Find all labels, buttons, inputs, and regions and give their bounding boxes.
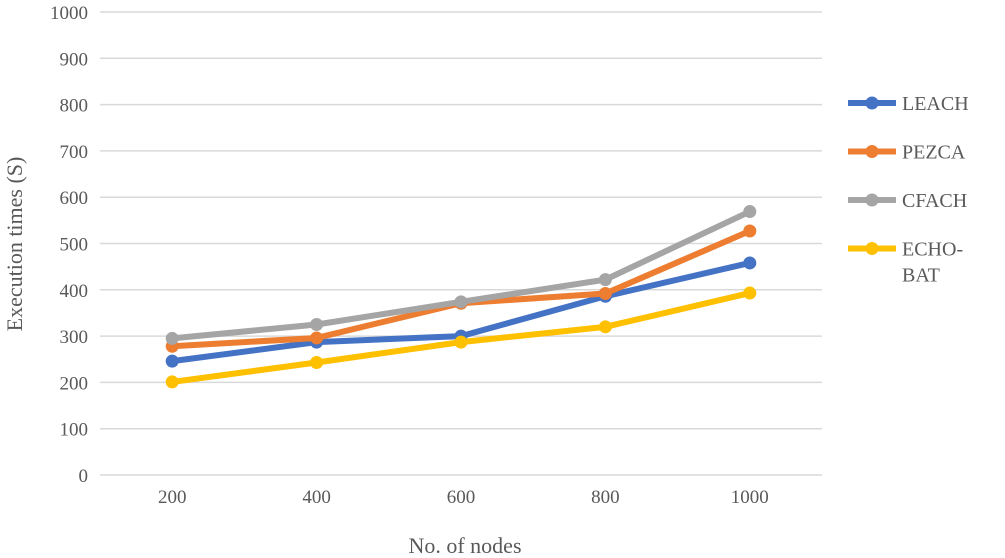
x-tick-label: 600 (447, 487, 476, 508)
data-point (165, 375, 179, 389)
data-point (743, 286, 757, 300)
x-tick-label: 400 (302, 487, 331, 508)
y-tick-label: 500 (60, 235, 89, 256)
y-tick-labels: 0 100 200 300 400 500 600 700 800 900 1000 (50, 3, 88, 487)
legend-item-cfach: CFACH (848, 190, 967, 212)
data-point (165, 354, 179, 368)
y-tick-label: 0 (79, 466, 89, 487)
data-point (743, 205, 757, 219)
y-tick-label: 900 (60, 49, 89, 70)
data-point (743, 256, 757, 270)
data-point (598, 287, 612, 301)
legend-label: LEACH (902, 93, 969, 115)
legend-label: PEZCA (902, 142, 966, 164)
data-point (598, 320, 612, 334)
y-tick-label: 400 (60, 281, 89, 302)
data-point (598, 273, 612, 287)
data-point (310, 355, 324, 369)
x-tick-label: 800 (591, 487, 620, 508)
x-tick-labels: 200 400 600 800 1000 (158, 487, 769, 508)
gridlines (100, 11, 822, 476)
legend: LEACH PEZCA CFACH ECHO- BAT (848, 93, 969, 287)
x-axis-title: No. of nodes (408, 533, 521, 558)
legend-label: ECHO- (902, 239, 963, 261)
legend-marker (865, 96, 879, 110)
x-tick-label: 200 (158, 487, 187, 508)
legend-item-pezca: PEZCA (848, 142, 966, 164)
y-tick-label: 100 (60, 420, 89, 441)
legend-item-leach: LEACH (848, 93, 969, 115)
legend-item-echo-bat: ECHO- BAT (848, 239, 963, 287)
data-point (310, 318, 324, 332)
legend-label: CFACH (902, 190, 967, 212)
data-point (743, 224, 757, 238)
data-point (165, 331, 179, 345)
data-point (454, 335, 468, 349)
y-tick-label: 700 (60, 142, 89, 163)
y-tick-label: 300 (60, 327, 89, 348)
data-point (310, 331, 324, 345)
y-tick-label: 1000 (50, 3, 88, 24)
series-cfach (165, 205, 757, 345)
x-tick-label: 1000 (731, 487, 769, 508)
y-tick-label: 800 (60, 96, 89, 117)
y-tick-label: 200 (60, 373, 89, 394)
legend-marker (865, 145, 879, 158)
y-tick-label: 600 (60, 188, 89, 209)
series-line (171, 208, 752, 342)
legend-marker (865, 242, 879, 255)
legend-label: BAT (902, 265, 940, 287)
y-axis-title: Execution times (S) (2, 157, 27, 332)
legend-marker (865, 193, 879, 207)
series-lines (165, 205, 757, 389)
data-point (454, 295, 468, 309)
series-echo-bat (165, 286, 757, 389)
